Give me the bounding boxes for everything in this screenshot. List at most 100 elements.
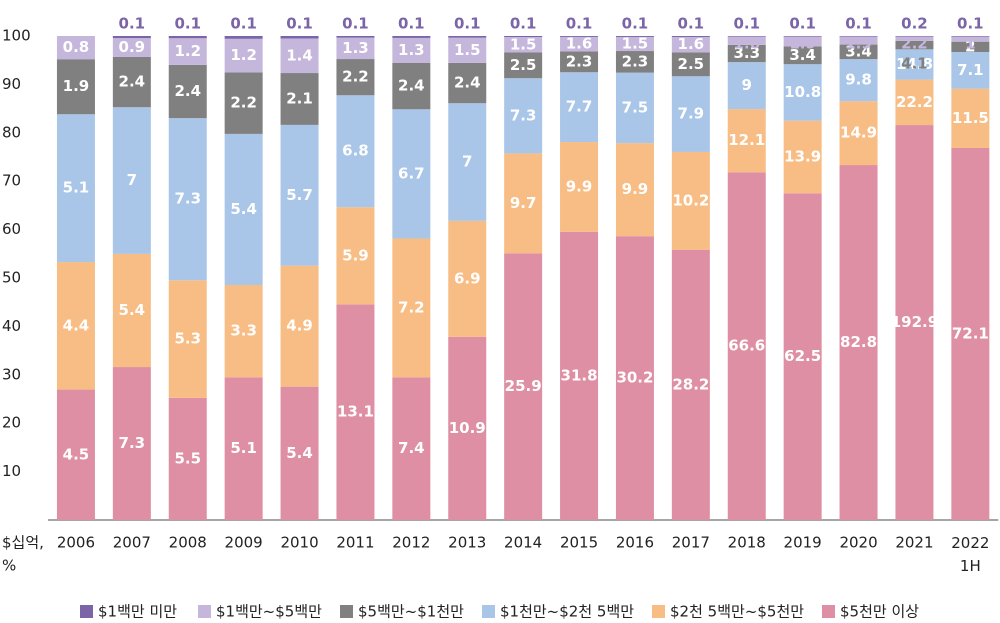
data-label: 0.1 [957, 15, 984, 33]
data-label: 0.1 [398, 15, 425, 33]
bar-segment [112, 367, 151, 520]
data-label: 0.1 [230, 15, 257, 33]
bar-segment [783, 64, 822, 121]
data-label: 1.6 [566, 35, 593, 53]
x-tick-label: 2009 [225, 534, 263, 552]
data-label: 1.9 [789, 35, 816, 53]
legend-label: $5천만 이상 [840, 603, 919, 621]
data-label: 2.2 [230, 94, 257, 112]
bar-segment [895, 36, 934, 41]
bar-segment [951, 36, 990, 37]
y-tick-label: 50 [2, 269, 21, 287]
bar-segment [112, 38, 151, 57]
data-label: 2.4 [454, 74, 481, 92]
data-label: 5.1 [63, 179, 90, 197]
bar-segment [895, 40, 934, 50]
bar-segment [168, 64, 207, 119]
bar-segment [392, 62, 431, 110]
data-label: 0.1 [845, 15, 872, 33]
data-label: 31.8 [561, 366, 598, 384]
data-label: 6.7 [398, 164, 425, 182]
data-label: 62.5 [784, 347, 821, 365]
data-label: 5.4 [230, 200, 257, 218]
data-label: 1.9 [63, 77, 90, 95]
bar-segment [56, 59, 95, 115]
data-label: 192.9 [891, 313, 938, 331]
bar-segment [168, 118, 207, 281]
data-label: 2.2 [342, 68, 369, 86]
bar-segment [895, 79, 934, 126]
data-label: 0.1 [342, 15, 369, 33]
bar-segment [895, 125, 934, 520]
data-label: 2.3 [566, 52, 593, 70]
y-tick-label: 40 [2, 317, 21, 335]
bar-segment [448, 62, 487, 104]
data-label: 7 [127, 171, 137, 189]
bar-segment [336, 95, 375, 208]
data-label: 10.2 [672, 191, 709, 209]
bar-segment [671, 76, 710, 152]
data-label: 9 [742, 76, 752, 94]
bar-segment [224, 72, 263, 134]
bar-segment [504, 253, 543, 521]
bar-segment [615, 143, 654, 237]
bar-segment [671, 151, 710, 250]
bar-segment [224, 36, 263, 39]
data-label: 0.1 [733, 15, 760, 33]
data-label: 0.1 [622, 15, 649, 33]
bar-segment [951, 51, 990, 89]
data-label: 6.9 [454, 269, 481, 287]
data-label: 5.9 [342, 246, 369, 264]
bar-segment [224, 377, 263, 520]
bar-segment [560, 36, 599, 52]
data-label: 7.2 [398, 298, 425, 316]
data-label: 0.1 [454, 15, 481, 33]
data-label: 0.2 [901, 15, 928, 33]
data-label: 1.6 [678, 35, 705, 53]
data-label: 1.4 [286, 46, 313, 64]
bar-segment [392, 109, 431, 239]
data-label: 7.1 [957, 61, 984, 79]
bar-segment [392, 377, 431, 520]
legend-label: $1천만~$2천 5백만 [500, 603, 634, 621]
data-label: 13.9 [784, 148, 821, 166]
bar-segment [112, 107, 151, 254]
bar-segment [280, 36, 319, 39]
bar-segment [280, 265, 319, 387]
bar-segment [615, 72, 654, 144]
y-tick-label: 30 [2, 365, 21, 383]
y-tick-label: 80 [2, 123, 21, 141]
data-label: 2.5 [678, 55, 705, 73]
bar-segment [671, 249, 710, 520]
y-tick-label: 10 [2, 462, 21, 480]
bar-segment [280, 124, 319, 266]
bar-segment [448, 103, 487, 221]
bar-segment [280, 386, 319, 520]
x-tick-label: 2006 [57, 534, 95, 552]
data-label: 2.4 [119, 73, 146, 91]
data-label: 4.4 [63, 316, 90, 334]
data-label: 2.1 [286, 89, 313, 107]
x-tick-label: 2014 [504, 534, 542, 552]
bar-segment [56, 114, 95, 263]
bar-segment [951, 41, 990, 52]
data-label: 10.8 [784, 83, 821, 101]
bar-segment [560, 72, 599, 143]
data-label: 2.4 [174, 82, 201, 100]
data-label: 1.5 [622, 34, 649, 52]
bar-segment [560, 51, 599, 73]
data-label: 7.5 [622, 98, 649, 116]
bar-segment [504, 153, 543, 254]
bar-segment [615, 236, 654, 520]
legend-swatch [652, 605, 665, 618]
data-label: 0.1 [119, 15, 146, 33]
bar-segment [783, 36, 822, 37]
bar-segment [112, 56, 151, 108]
data-label: 7.3 [174, 190, 201, 208]
bar-segment [448, 37, 487, 63]
data-label: 3.4 [845, 42, 872, 60]
bar-segment [727, 62, 766, 110]
data-label: 5.7 [286, 186, 313, 204]
data-label: 9.7 [510, 194, 537, 212]
bar-segment [615, 36, 654, 52]
